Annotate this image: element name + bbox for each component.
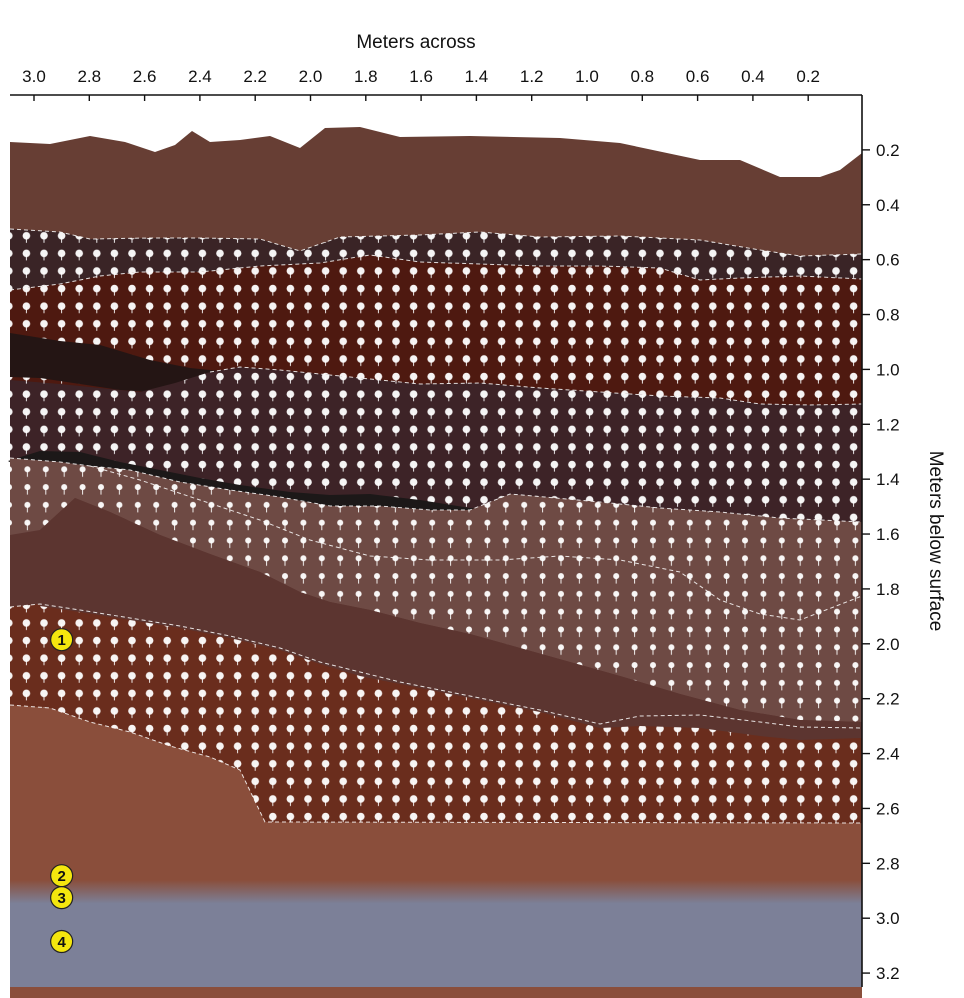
sample-marker-4: 4 — [50, 929, 74, 954]
x-axis: Meters across 3.0 2.8 2.6 2.4 2.2 2.0 1.8 1.6 1.… — [10, 32, 862, 101]
x-tick-label: 2.0 — [299, 67, 323, 86]
y-tick-label: 2.4 — [876, 745, 900, 764]
x-tick-label: 0.4 — [741, 67, 765, 86]
y-tick-label: 1.8 — [876, 580, 900, 599]
y-tick-label: 0.2 — [876, 141, 900, 160]
y-tick-label: 1.2 — [876, 415, 900, 434]
y-axis: 0.2 0.4 0.6 0.8 1.0 1.2 1.4 1.6 1.8 2.0 2.2 2.4 2.6 2… — [861, 95, 946, 987]
marker-label: 2 — [57, 868, 65, 885]
x-tick-label: 1.8 — [354, 67, 378, 86]
y-tick-label: 0.8 — [876, 306, 900, 325]
x-tick-label: 2.4 — [188, 67, 212, 86]
x-tick-label: 0.8 — [630, 67, 654, 86]
y-tick-label: 2.8 — [876, 854, 900, 873]
marker-label: 4 — [57, 934, 66, 951]
x-tick-label: 1.4 — [465, 67, 489, 86]
sample-marker-1: 1 — [50, 628, 74, 652]
y-tick-label: 1.0 — [876, 360, 900, 379]
marker-circle — [50, 929, 74, 954]
x-tick-label: 0.2 — [796, 67, 820, 86]
y-tick-label: 0.6 — [876, 251, 900, 270]
y-axis-title: Meters below surface — [925, 451, 946, 632]
layer-charcoal-lens — [8, 451, 500, 521]
x-tick-label: 3.0 — [22, 67, 46, 86]
x-tick-label: 1.6 — [409, 67, 433, 86]
x-tick-label: 2.6 — [133, 67, 157, 86]
marker-circle — [50, 886, 74, 910]
x-tick-label: 1.0 — [575, 67, 599, 86]
x-tick-label: 1.2 — [520, 67, 544, 86]
sample-markers: 1 2 3 4 — [50, 628, 74, 954]
horizon-boundaries — [9, 228, 863, 824]
y-tick-label: 2.6 — [876, 799, 900, 818]
y-tick-label: 1.4 — [876, 470, 900, 489]
y-tick-label: 0.4 — [876, 196, 900, 215]
marker-label: 3 — [57, 890, 65, 907]
x-tick-label: 0.6 — [686, 67, 710, 86]
y-tick-label: 3.2 — [876, 964, 900, 983]
layer-black-lens — [10, 333, 250, 392]
x-tick-label: 2.2 — [243, 67, 267, 86]
y-tick-label: 1.6 — [876, 525, 900, 544]
y-tick-label: 2.0 — [876, 635, 900, 654]
x-tick-label: 2.8 — [77, 67, 101, 86]
y-tick-label: 3.0 — [876, 909, 900, 928]
marker-circle — [50, 628, 74, 652]
layer-bedrock — [10, 880, 862, 987]
y-tick-label: 2.2 — [876, 690, 900, 709]
sample-marker-2: 2 — [50, 864, 74, 888]
marker-label: 1 — [57, 632, 65, 649]
sample-marker-3: 3 — [50, 886, 74, 910]
x-axis-title: Meters across — [356, 32, 475, 53]
